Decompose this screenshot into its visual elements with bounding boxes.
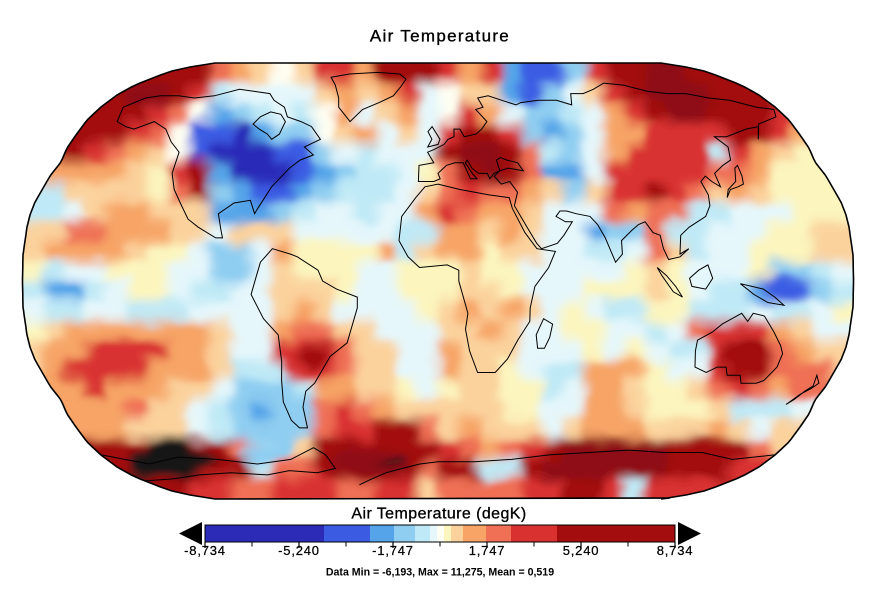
- svg-text:-5,240: -5,240: [278, 543, 320, 558]
- svg-text:Data Min = -6,193, Max = 11,27: Data Min = -6,193, Max = 11,275, Mean = …: [326, 567, 554, 579]
- svg-text:5,240: 5,240: [563, 543, 600, 558]
- svg-text:-1,747: -1,747: [372, 543, 414, 558]
- svg-text:8,734: 8,734: [657, 543, 694, 558]
- svg-text:Air Temperature (degK): Air Temperature (degK): [351, 506, 526, 523]
- svg-text:1,747: 1,747: [469, 543, 506, 558]
- svg-text:Air Temperature: Air Temperature: [370, 27, 510, 46]
- svg-text:-8,734: -8,734: [184, 543, 226, 558]
